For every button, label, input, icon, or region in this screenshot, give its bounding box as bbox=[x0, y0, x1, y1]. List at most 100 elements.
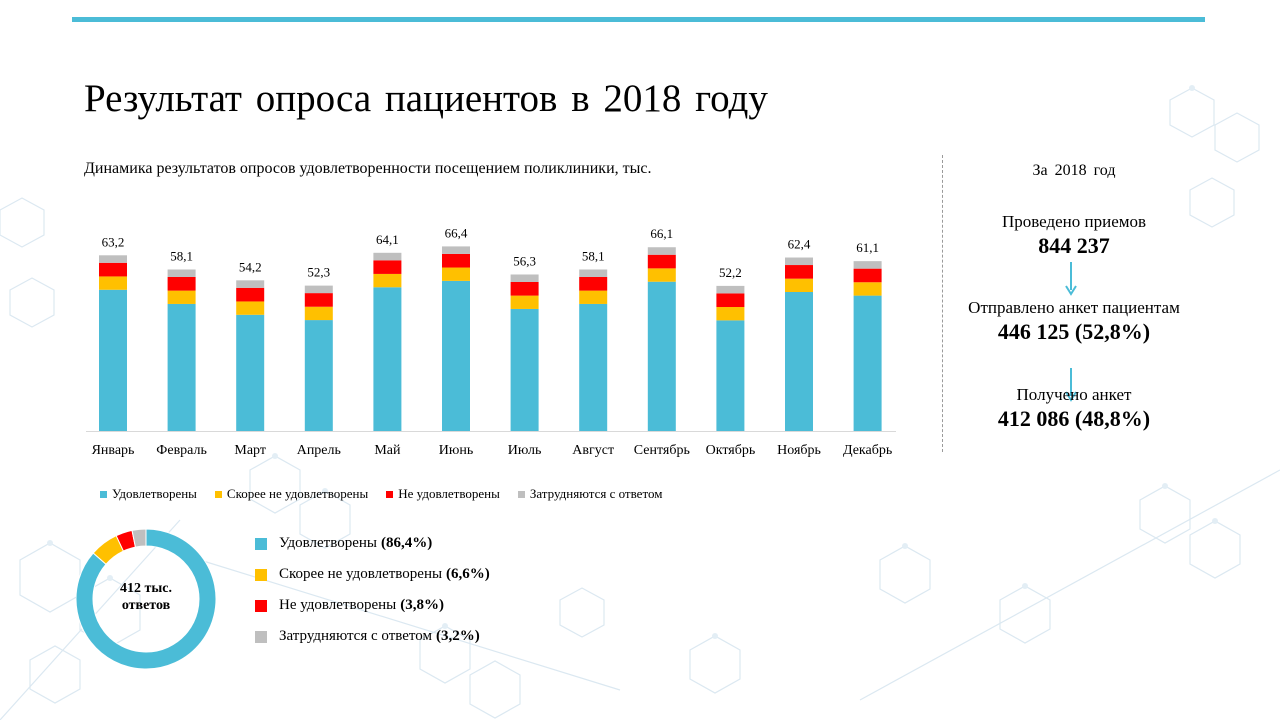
stat-label-received: Получено анкет bbox=[1016, 385, 1132, 404]
bar-segment-4-10 bbox=[716, 285, 745, 294]
x-tick-label: Ноябрь bbox=[777, 443, 821, 458]
donut-center-line-2: ответов bbox=[121, 598, 171, 613]
bar-total-label: 66,1 bbox=[650, 226, 673, 241]
donut-legend-swatch bbox=[255, 568, 267, 581]
bar-segment-2-6 bbox=[442, 267, 470, 281]
bar-segment-3-2 bbox=[167, 276, 196, 291]
bar-segment-2-2 bbox=[167, 290, 196, 304]
bar-segment-1-4 bbox=[304, 320, 333, 431]
bar-segment-1-11 bbox=[785, 292, 813, 431]
stat-label-sent: Отправлено анкет пациентам bbox=[968, 298, 1180, 317]
down-arrow-icon bbox=[1065, 262, 1077, 296]
donut-legend-swatch bbox=[255, 537, 267, 550]
bar-segment-3-11 bbox=[785, 265, 813, 279]
x-tick-label: Январь bbox=[92, 443, 135, 458]
x-tick-label: Май bbox=[374, 443, 401, 458]
page-title: Результат опроса пациентов в 2018 году bbox=[84, 77, 768, 120]
bar-segment-4-8 bbox=[579, 269, 608, 277]
legend-label: Скорее не удовлетворены bbox=[226, 486, 369, 501]
bar-total-label: 58,1 bbox=[170, 248, 193, 263]
bar-segment-4-9 bbox=[647, 247, 676, 255]
donut-legend-item: Скорее не удовлетворены (6,6%) bbox=[255, 566, 490, 583]
legend-swatch bbox=[100, 490, 107, 498]
stat-value-appointments: 844 237 bbox=[1038, 233, 1110, 258]
x-tick-label: Февраль bbox=[156, 443, 207, 458]
bar-total-label: 63,2 bbox=[102, 234, 125, 249]
donut-center-line-1: 412 тыс. bbox=[119, 581, 173, 596]
bar-total-label: 61,1 bbox=[856, 240, 879, 255]
donut-legend-label: Затрудняются с ответом bbox=[279, 628, 432, 644]
bar-total-label: 52,2 bbox=[719, 265, 742, 280]
bar-segment-3-8 bbox=[579, 276, 608, 291]
vertical-divider bbox=[942, 155, 943, 452]
bar-segment-1-6 bbox=[442, 280, 470, 431]
donut-chart bbox=[76, 529, 216, 669]
bar-segment-1-3 bbox=[236, 314, 265, 431]
donut-legend-label: Удовлетворены bbox=[279, 535, 377, 551]
stats-period: За 2018 год bbox=[1032, 162, 1116, 179]
donut-legend-item: Не удовлетворены (3,8%) bbox=[255, 597, 444, 614]
bar-segment-1-8 bbox=[579, 303, 608, 431]
stat-label-appointments: Проведено приемов bbox=[1001, 212, 1147, 231]
donut-slice-1 bbox=[76, 529, 216, 669]
legend-item: Удовлетворены bbox=[100, 486, 197, 502]
x-tick-label: Июнь bbox=[439, 443, 473, 458]
bar-segment-2-7 bbox=[510, 295, 539, 309]
x-tick-label: Сентябрь bbox=[634, 443, 690, 458]
x-tick-label: Июль bbox=[508, 443, 542, 458]
bar-segment-1-10 bbox=[716, 320, 745, 431]
bar-segment-1-12 bbox=[853, 295, 882, 431]
legend-item: Скорее не удовлетворены bbox=[214, 486, 369, 502]
stat-value-sent: 446 125 (52,8%) bbox=[997, 319, 1151, 344]
legend-swatch bbox=[386, 490, 394, 498]
bar-segment-2-3 bbox=[236, 301, 265, 315]
legend-swatch bbox=[214, 490, 222, 498]
bar-segment-3-12 bbox=[853, 268, 882, 283]
bar-segment-2-8 bbox=[579, 290, 608, 304]
bar-total-label: 66,4 bbox=[445, 225, 468, 240]
legend-item: Не удовлетворены bbox=[386, 486, 500, 502]
x-tick-label: Август bbox=[572, 443, 614, 458]
bar-segment-3-4 bbox=[304, 293, 333, 307]
donut-legend-label: Скорее не удовлетворены bbox=[279, 566, 443, 582]
donut-legend-swatch bbox=[255, 630, 267, 643]
bar-segment-1-7 bbox=[510, 308, 539, 431]
donut-legend-percent: (6,6%) bbox=[446, 566, 490, 582]
down-arrow-icon bbox=[1065, 368, 1077, 402]
bar-segment-3-9 bbox=[647, 254, 676, 269]
bar-total-label: 56,3 bbox=[513, 253, 536, 268]
donut-slice-4 bbox=[131, 529, 147, 548]
donut-legend-item: Затрудняются с ответом (3,2%) bbox=[255, 628, 480, 645]
bar-total-label: 52,3 bbox=[307, 265, 330, 280]
bar-segment-4-12 bbox=[853, 261, 882, 269]
bar-segment-1-1 bbox=[99, 289, 127, 431]
chart-subtitle: Динамика результатов опросов удовлетворе… bbox=[84, 160, 652, 177]
bar-segment-2-11 bbox=[785, 278, 813, 292]
bar-segment-3-5 bbox=[373, 260, 402, 274]
bar-segment-3-3 bbox=[236, 287, 265, 302]
stat-value-received: 412 086 (48,8%) bbox=[997, 406, 1151, 431]
donut-legend-percent: (86,4%) bbox=[380, 535, 433, 551]
bar-segment-2-10 bbox=[716, 307, 745, 321]
bar-segment-2-5 bbox=[373, 273, 402, 288]
bar-segment-3-10 bbox=[716, 293, 745, 308]
bar-chart-legend: Удовлетворены Скорее не удовлетворены Не у… bbox=[100, 486, 680, 502]
bar-segment-2-12 bbox=[853, 282, 882, 296]
bar-segment-2-1 bbox=[99, 276, 127, 290]
bar-total-label: 54,2 bbox=[239, 259, 262, 274]
bar-segment-2-9 bbox=[647, 268, 676, 282]
bar-total-label: 62,4 bbox=[788, 237, 811, 252]
x-tick-label: Октябрь bbox=[706, 443, 756, 458]
bar-segment-1-9 bbox=[647, 281, 676, 431]
bar-segment-2-4 bbox=[304, 306, 333, 321]
donut-center-label: 412 тыс. ответов bbox=[106, 580, 186, 614]
bar-total-label: 58,1 bbox=[582, 248, 605, 263]
donut-legend-item: Удовлетворены (86,4%) bbox=[255, 535, 432, 552]
donut-legend-percent: (3,2%) bbox=[435, 628, 480, 644]
top-accent-bar bbox=[72, 17, 1205, 22]
bar-segment-4-5 bbox=[373, 252, 402, 261]
legend-label: Не удовлетворены bbox=[398, 486, 500, 501]
bar-segment-4-4 bbox=[304, 285, 333, 294]
bar-segment-4-7 bbox=[510, 274, 539, 282]
